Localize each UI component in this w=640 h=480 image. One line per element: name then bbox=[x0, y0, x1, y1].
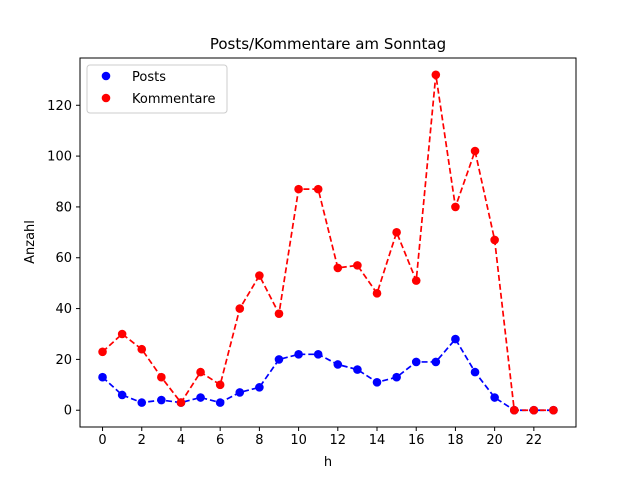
y-tick-label: 80 bbox=[55, 200, 72, 215]
x-tick-label: 4 bbox=[177, 433, 185, 448]
data-point-posts bbox=[353, 365, 362, 374]
y-tick-label: 20 bbox=[55, 353, 72, 368]
legend-marker-kommentare bbox=[101, 93, 111, 103]
data-point-posts bbox=[431, 357, 441, 367]
data-point-kommentare bbox=[392, 228, 401, 237]
data-point-posts bbox=[117, 390, 127, 400]
data-point-posts bbox=[157, 395, 166, 405]
data-point-posts bbox=[470, 367, 480, 377]
data-point-kommentare bbox=[431, 70, 441, 80]
data-point-kommentare bbox=[353, 261, 362, 270]
data-point-posts bbox=[490, 393, 499, 402]
x-tick-label: 18 bbox=[447, 433, 464, 448]
data-point-kommentare bbox=[529, 405, 539, 415]
data-point-kommentare bbox=[117, 329, 127, 339]
series-line-kommentare bbox=[101, 74, 554, 412]
legend: Posts Kommentare bbox=[86, 64, 228, 114]
data-point-posts bbox=[411, 357, 421, 367]
data-point-posts bbox=[451, 334, 460, 344]
data-point-posts bbox=[333, 360, 343, 369]
y-tick-label: 0 bbox=[64, 404, 72, 419]
data-point-kommentare bbox=[313, 184, 323, 194]
data-point-kommentare bbox=[470, 146, 480, 156]
y-tick-label: 120 bbox=[47, 99, 72, 114]
plot-area: 0 2 4 6 8 10 12 14 16 18 20 22 0 20 40 60 80 100 120 bbox=[47, 57, 577, 448]
data-point-kommentare bbox=[509, 405, 519, 415]
x-tick-label: 12 bbox=[330, 433, 347, 448]
data-point-posts bbox=[274, 355, 284, 364]
data-point-kommentare bbox=[451, 202, 460, 212]
data-point-kommentare bbox=[490, 235, 499, 245]
data-point-kommentare bbox=[294, 184, 303, 194]
data-point-posts bbox=[98, 372, 107, 382]
data-point-kommentare bbox=[274, 309, 284, 318]
data-point-kommentare bbox=[215, 380, 225, 390]
data-point-posts bbox=[235, 388, 245, 397]
data-point-kommentare bbox=[157, 372, 166, 382]
data-point-kommentare bbox=[176, 398, 186, 407]
x-tick-label: 2 bbox=[138, 433, 146, 448]
data-point-kommentare bbox=[196, 367, 205, 377]
y-axis-label: Anzahl bbox=[23, 220, 38, 264]
data-point-posts bbox=[313, 350, 323, 359]
data-point-posts bbox=[196, 393, 205, 402]
data-point-posts bbox=[255, 383, 264, 392]
data-point-posts bbox=[294, 350, 303, 359]
x-tick-label: 22 bbox=[526, 433, 543, 448]
data-point-kommentare bbox=[333, 263, 343, 273]
legend-box bbox=[86, 64, 228, 114]
x-tick-label: 6 bbox=[216, 433, 224, 448]
data-point-kommentare bbox=[235, 304, 245, 313]
y-tick-label: 60 bbox=[55, 251, 72, 266]
data-point-kommentare bbox=[549, 405, 558, 415]
data-point-kommentare bbox=[372, 289, 382, 298]
data-point-posts bbox=[392, 372, 401, 382]
legend-label-posts: Posts bbox=[132, 70, 166, 85]
data-point-posts bbox=[137, 398, 147, 407]
axes-frame bbox=[79, 57, 577, 428]
data-point-kommentare bbox=[411, 276, 421, 285]
data-point-kommentare bbox=[98, 347, 107, 357]
data-point-posts bbox=[215, 398, 225, 407]
y-tick-label: 40 bbox=[55, 302, 72, 317]
x-tick-label: 10 bbox=[290, 433, 307, 448]
data-point-kommentare bbox=[255, 271, 264, 280]
x-axis-label: h bbox=[324, 455, 332, 470]
x-tick-label: 14 bbox=[369, 433, 386, 448]
data-point-kommentare bbox=[137, 344, 147, 354]
data-point-posts bbox=[372, 377, 382, 387]
x-tick-label: 0 bbox=[98, 433, 106, 448]
x-tick-label: 8 bbox=[255, 433, 263, 448]
x-tick-label: 20 bbox=[486, 433, 503, 448]
x-tick-label: 16 bbox=[408, 433, 425, 448]
legend-marker-posts bbox=[101, 71, 111, 81]
legend-label-kommentare: Kommentare bbox=[132, 92, 216, 107]
chart-title: Posts/Kommentare am Sonntag bbox=[210, 35, 446, 53]
y-tick-label: 100 bbox=[47, 150, 72, 165]
